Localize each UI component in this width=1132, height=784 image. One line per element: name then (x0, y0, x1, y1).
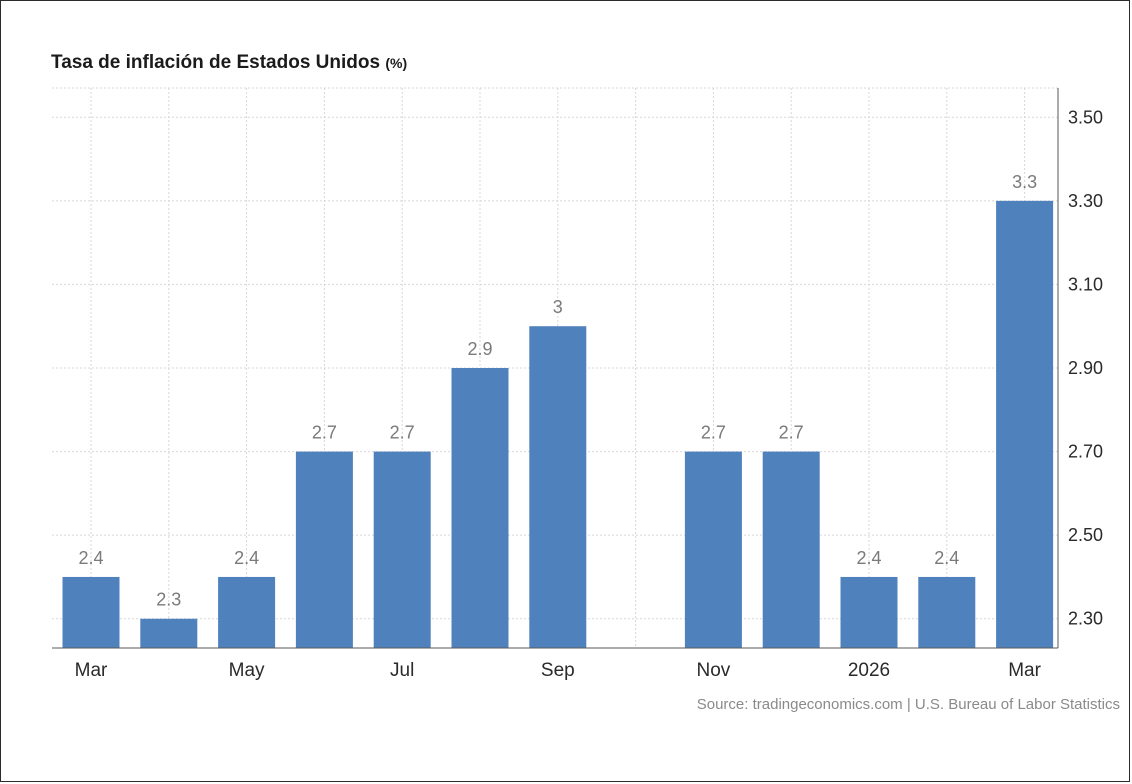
y-tick-label: 2.50 (1068, 525, 1103, 545)
y-tick-label: 3.10 (1068, 274, 1103, 294)
data-label: 2.7 (312, 423, 337, 443)
bar (840, 576, 898, 648)
x-tick-label: 2026 (848, 660, 890, 681)
bar (140, 618, 198, 648)
bar (373, 451, 431, 648)
data-labels: 2.4 2.3 2.4 2.7 2.7 2.9 3 2.7 2.7 2.4 2.4 3.3 (78, 172, 1037, 610)
x-tick-label: May (229, 660, 265, 681)
bar (295, 451, 353, 648)
data-label: 2.7 (390, 423, 415, 443)
data-label: 2.7 (701, 423, 726, 443)
bar (529, 326, 587, 648)
data-label: 2.4 (234, 548, 259, 568)
x-tick-label: Nov (697, 660, 731, 681)
data-label: 2.7 (779, 423, 804, 443)
bar (996, 200, 1054, 648)
x-tick-label: Mar (75, 660, 108, 681)
data-label: 3.3 (1012, 172, 1037, 192)
chart-title: Tasa de inflación de Estados Unidos (%) (51, 52, 407, 74)
bar (62, 576, 120, 648)
bars (62, 200, 1054, 648)
data-label: 2.4 (934, 548, 959, 568)
data-label: 2.9 (467, 339, 492, 359)
bar (218, 576, 276, 648)
axes: 2.30 2.50 2.70 2.90 3.10 3.30 3.50 Mar May Jul Sep… (52, 88, 1103, 681)
y-tick-label: 2.90 (1068, 358, 1103, 378)
bar (762, 451, 820, 648)
data-label: 2.3 (156, 590, 181, 610)
data-label: 2.4 (856, 548, 881, 568)
source-note: Source: tradingeconomics.com | U.S. Bure… (696, 696, 1120, 713)
bar (451, 368, 509, 648)
data-label: 2.4 (78, 548, 103, 568)
chart-title-text: Tasa de inflación de Estados Unidos (51, 52, 381, 73)
data-label: 3 (553, 297, 563, 317)
y-tick-label: 3.30 (1068, 191, 1103, 211)
bar (684, 451, 742, 648)
y-tick-label: 3.50 (1068, 107, 1103, 127)
bar (918, 576, 976, 648)
y-tick-label: 2.30 (1068, 609, 1103, 629)
x-tick-label: Sep (541, 660, 575, 681)
x-tick-label: Jul (390, 660, 414, 681)
chart-title-unit: (%) (385, 55, 408, 71)
x-tick-label: Mar (1008, 660, 1041, 681)
y-tick-label: 2.70 (1068, 442, 1103, 462)
